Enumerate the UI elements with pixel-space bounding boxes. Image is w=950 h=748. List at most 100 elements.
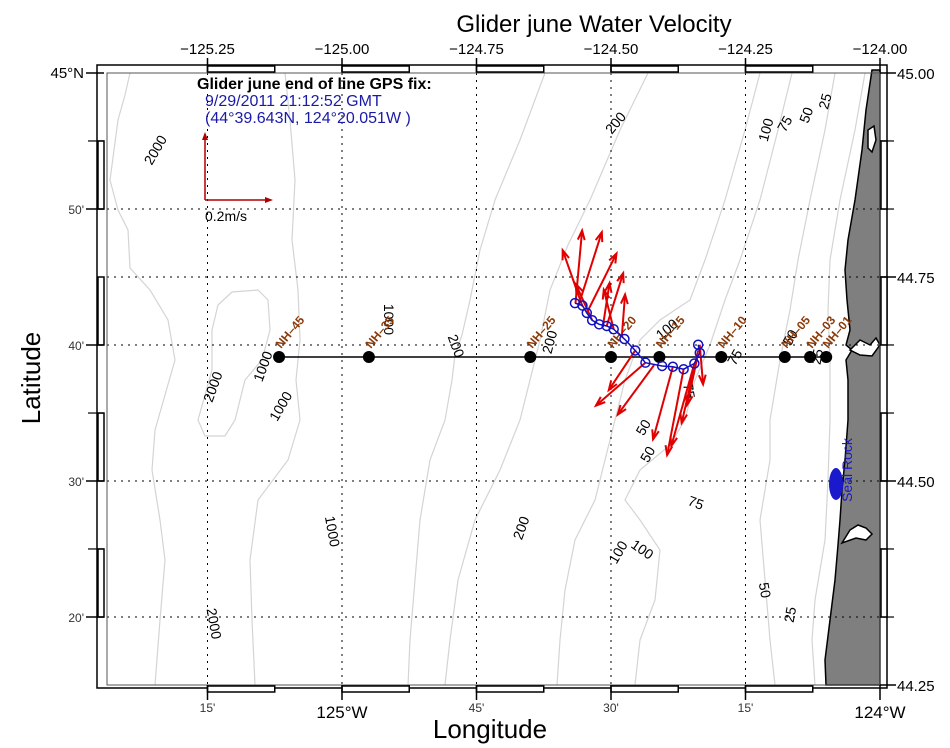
contour-line-1000-b — [197, 289, 271, 437]
contour-label: 2000 — [200, 369, 226, 404]
contour-label: 200 — [445, 332, 468, 360]
estuary-yaquina — [848, 336, 881, 357]
scale-label: 0.2m/s — [205, 208, 247, 224]
left-tick-label: 30' — [68, 475, 84, 489]
frame-bar-left — [97, 140, 105, 210]
contour-label: 1000 — [266, 388, 296, 423]
seal-rock-label: Seal Rock — [839, 437, 855, 502]
velocity-scale: 0.2m/s — [202, 132, 273, 224]
velocity-arrow-head — [601, 286, 611, 300]
left-tick-label: 20' — [68, 611, 84, 625]
station-marker — [804, 350, 817, 363]
contour-label: 1000 — [322, 515, 343, 549]
seal-rock-marker — [829, 468, 843, 500]
station-marker — [715, 350, 728, 363]
velocity-arrow — [670, 363, 696, 447]
bottom-tick-label: 30' — [603, 701, 619, 715]
glider-fix-marker — [678, 363, 689, 375]
contour-label: 75 — [686, 492, 706, 512]
contour-label: 200 — [509, 514, 532, 542]
bottom-tick-label: 15' — [200, 701, 216, 715]
top-tick-label: −125.25 — [180, 41, 235, 58]
graticule — [107, 73, 880, 685]
contour-label: 200 — [602, 109, 629, 137]
velocity-arrow-head — [684, 394, 694, 408]
contour-label: 2000 — [141, 132, 171, 167]
frame-bar-top — [475, 65, 545, 73]
velocity-arrow-head — [669, 435, 678, 449]
contour-line-2000 — [109, 72, 176, 686]
contour-label: 1000 — [381, 304, 397, 335]
velocity-arrow-head — [664, 444, 674, 458]
contour-label: 50 — [632, 416, 654, 438]
contour-line-75 — [624, 72, 793, 686]
contour-label: 50 — [756, 581, 774, 599]
frame-bar-bottom — [475, 685, 545, 693]
contour-labels: 2000100010002000100020020010075502575505… — [141, 91, 835, 640]
station-marker — [362, 350, 375, 363]
velocity-arrow-head — [608, 250, 618, 264]
contour-label: 100 — [605, 538, 631, 566]
velocity-arrows — [561, 227, 707, 458]
contour-label: 1000 — [250, 349, 276, 384]
contour-label: 100 — [755, 116, 777, 143]
velocity-arrow — [620, 294, 627, 338]
station-marker — [820, 350, 833, 363]
velocity-arrow-head — [607, 380, 618, 393]
velocity-arrow-head — [594, 229, 604, 243]
frame-bar-bottom — [610, 685, 679, 693]
velocity-arrow — [607, 349, 637, 391]
velocity-arrow — [698, 344, 705, 385]
contour-label: 50 — [779, 327, 801, 349]
seal-rock-landmark: Seal Rock — [829, 437, 855, 502]
frame-bar-right — [880, 412, 888, 482]
glider-track-line — [574, 302, 701, 371]
contour-label: 75 — [774, 113, 796, 135]
velocity-arrow-head — [651, 429, 660, 443]
contour-label: 25 — [781, 605, 799, 623]
axis-ticks: −125.25 −125.00 −124.75 −124.50 −124.25 −124.… — [50, 41, 934, 722]
velocity-arrow-head — [697, 374, 707, 388]
frame-bar-left — [97, 276, 105, 346]
contour-line-100 — [556, 72, 761, 686]
station-marker — [778, 350, 791, 363]
glider-fix-marker — [619, 333, 630, 345]
bottom-tick-label: 15' — [738, 701, 754, 715]
top-tick-label: −124.50 — [584, 41, 639, 58]
frame-scale-bars — [97, 65, 888, 693]
top-tick-label: −124.75 — [449, 41, 504, 58]
frame-bar-top — [341, 65, 410, 73]
contour-line-200-a — [407, 72, 546, 686]
glider-fix-marker — [667, 361, 679, 373]
gps-fix-position: (44°39.643N, 124°20.051W ) — [205, 110, 411, 127]
contour-line-1000-a — [249, 72, 301, 686]
top-tick-label: −124.00 — [853, 41, 908, 58]
right-tick-label: 44.75 — [897, 270, 935, 287]
glider-fix-marker — [569, 297, 581, 309]
contour-line-200-b — [444, 72, 649, 686]
velocity-arrow-head — [616, 404, 627, 417]
station-marker — [524, 350, 537, 363]
gps-fix-title: Glider june end of line GPS fix: — [197, 76, 432, 93]
velocity-arrow — [601, 282, 611, 327]
contour-label: 200 — [539, 328, 561, 355]
glider-fix-marker — [608, 323, 619, 335]
glider-track — [569, 297, 706, 375]
station-marker — [273, 350, 286, 363]
bottom-tick-label: 45' — [469, 701, 485, 715]
scale-arrow-vertical-head — [202, 132, 208, 140]
coastline-land — [824, 69, 881, 686]
velocity-arrow — [686, 358, 699, 406]
frame-bar-right — [880, 548, 888, 618]
velocity-arrow-head — [616, 270, 625, 284]
velocity-arrow — [577, 231, 603, 306]
frame-bar-right — [880, 140, 888, 210]
velocity-arrow — [585, 253, 618, 314]
station-marker — [605, 350, 617, 363]
velocity-arrow — [595, 361, 647, 407]
velocity-arrow — [574, 283, 594, 321]
glider-fix-marker — [593, 319, 605, 330]
frame-bar-top — [744, 65, 814, 73]
frame-bar-bottom — [744, 685, 814, 693]
